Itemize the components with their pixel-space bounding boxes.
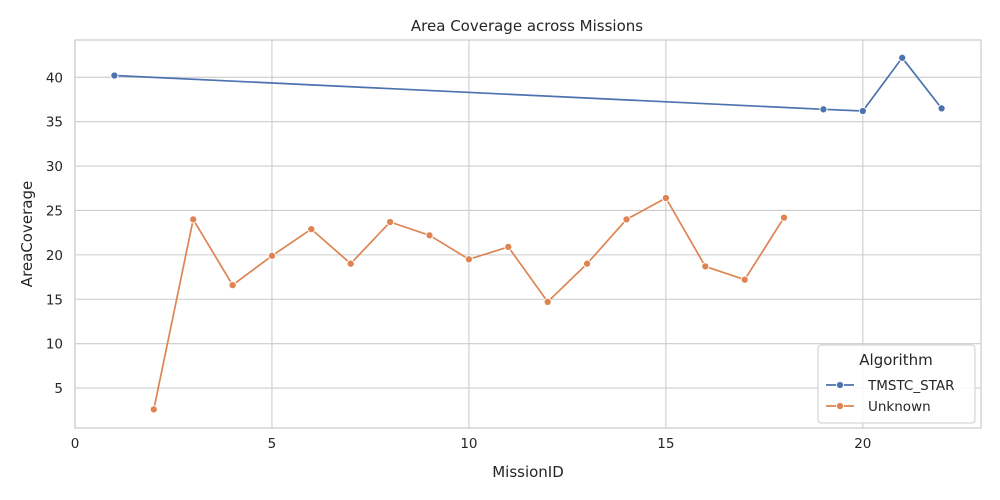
series-line-tmstc-star [114, 56, 943, 112]
data-point-tmstc-star [110, 71, 119, 80]
data-point-unknown [267, 251, 277, 260]
y-axis-label: AreaCoverage [18, 181, 36, 287]
data-point-tmstc-star [858, 106, 867, 116]
x-tick-labels: 0 5 10 15 20 [71, 436, 872, 452]
data-point-unknown [661, 193, 670, 203]
legend-marker [835, 401, 845, 411]
legend-label: Unknown [868, 399, 931, 415]
data-point-unknown [622, 215, 631, 224]
x-axis-label: MissionID [492, 463, 564, 481]
data-point-unknown [228, 281, 237, 290]
data-point-unknown [189, 215, 198, 224]
data-point-tmstc-star [898, 53, 907, 62]
legend-box [817, 344, 976, 424]
legend: Algorithm TMSTC_STAR Unknown [817, 344, 976, 424]
y-tick-labels: 5 10 15 20 25 30 35 40 [46, 70, 63, 397]
data-point-unknown [346, 259, 355, 268]
data-point-unknown [740, 275, 749, 284]
x-tick-label: 0 [71, 436, 80, 452]
data-point-unknown [583, 259, 592, 268]
data-point-unknown [701, 262, 710, 271]
series-lines [110, 53, 946, 414]
y-tick-label: 20 [46, 248, 63, 264]
legend-label: TMSTC_STAR [867, 378, 954, 394]
x-tick-label: 15 [657, 436, 674, 452]
data-point-unknown [307, 225, 316, 234]
data-point-unknown [149, 405, 158, 414]
data-point-unknown [504, 242, 513, 251]
y-tick-label: 25 [46, 203, 63, 219]
x-tick-label: 20 [854, 436, 871, 452]
data-point-unknown [543, 297, 552, 306]
y-tick-label: 15 [46, 292, 63, 308]
data-point-tmstc-star [937, 104, 946, 113]
y-tick-label: 5 [54, 381, 63, 397]
legend-items: TMSTC_STAR Unknown [826, 378, 954, 415]
y-tick-label: 30 [46, 159, 63, 175]
data-point-unknown [425, 231, 434, 240]
legend-title: Algorithm [859, 351, 932, 369]
x-tick-label: 10 [460, 436, 477, 452]
y-tick-label: 35 [46, 115, 63, 131]
grid [74, 40, 981, 428]
legend-marker [835, 380, 845, 390]
chart-title: Area Coverage across Missions [411, 17, 643, 35]
data-point-unknown [464, 255, 473, 264]
data-point-tmstc-star [819, 105, 828, 114]
data-point-unknown [779, 213, 789, 222]
x-tick-label: 5 [268, 436, 277, 452]
data-point-unknown [386, 217, 395, 227]
plot-frame [74, 39, 982, 429]
y-tick-label: 10 [46, 337, 63, 353]
y-tick-label: 40 [46, 70, 63, 86]
